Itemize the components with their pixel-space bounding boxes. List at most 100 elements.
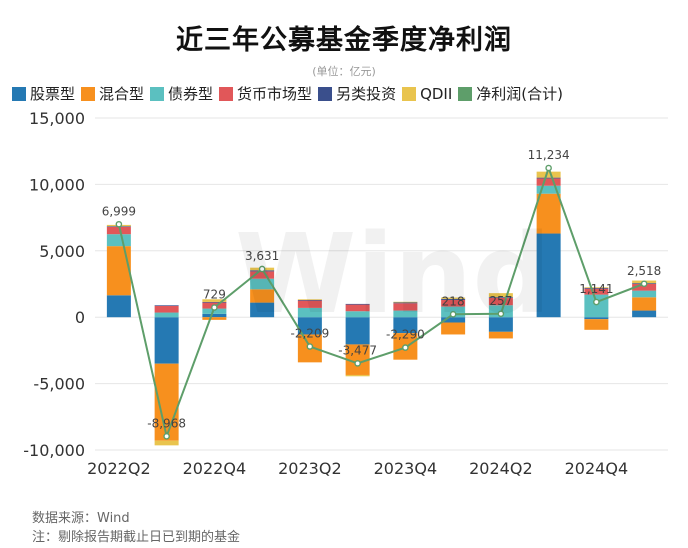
legend: 股票型 混合型 债券型 货币市场型 另类投资 QDII 净利润(合计) [12, 83, 569, 104]
x-tick-label: 2022Q4 [183, 459, 247, 478]
bar-segment [202, 301, 227, 303]
bar-segment [345, 374, 370, 377]
net-profit-point [258, 265, 266, 273]
bar-segment [536, 233, 561, 318]
bar-segment [154, 317, 179, 364]
legend-label: 混合型 [99, 85, 145, 103]
net-profit-point [402, 344, 409, 351]
bar-segment [536, 177, 561, 179]
bar-segment [154, 305, 179, 313]
bar-segment [393, 302, 418, 304]
bar-segment [154, 305, 179, 306]
net-profit-point [593, 298, 600, 306]
legend-swatch [318, 86, 333, 101]
bar-segment [584, 317, 609, 320]
bar-segment [441, 322, 466, 335]
bar-segment [441, 298, 466, 300]
bar-segment [536, 185, 561, 194]
bar-segment [250, 271, 275, 279]
x-tick-label: 2022Q2 [87, 459, 151, 478]
net-profit-label: -8,968 [147, 416, 186, 430]
bar-segment [154, 440, 179, 446]
bar-segment [632, 310, 657, 318]
bar-segment [106, 295, 131, 318]
bar-segment [632, 284, 657, 291]
legend-label: 货币市场型 [237, 85, 313, 103]
bar-segment [250, 302, 275, 318]
legend-label: 净利润(合计) [476, 85, 564, 103]
legend-label: QDII [420, 84, 453, 103]
legend-item: 另类投资 [318, 83, 396, 104]
y-tick-label: -10,000 [23, 441, 85, 460]
bar-segment [202, 317, 227, 320]
net-profit-point [640, 280, 648, 288]
bar-segment [297, 317, 322, 335]
y-tick-label: 10,000 [29, 175, 85, 194]
bar-segment [393, 317, 418, 334]
net-profit-point [115, 220, 123, 228]
legend-swatch [81, 86, 96, 101]
net-profit-label: 218 [442, 294, 465, 308]
bar-segment [393, 303, 418, 311]
bar-segment [488, 297, 513, 306]
legend-swatch [458, 86, 473, 101]
net-profit-label: -2,209 [291, 327, 330, 341]
bar-segment [202, 308, 227, 314]
net-profit-point [306, 343, 314, 350]
legend-item: 债券型 [150, 83, 213, 104]
legend-item: QDII [402, 85, 452, 103]
bar-segment [345, 304, 370, 312]
legend-swatch [12, 86, 26, 101]
y-tick-label: 5,000 [39, 242, 85, 261]
net-profit-label: 6,999 [102, 204, 136, 218]
wind-watermark: Wind [235, 210, 552, 338]
legend-swatch [402, 86, 417, 101]
bar-segment [536, 193, 561, 234]
bar-segment [584, 287, 609, 288]
bar-segment [584, 287, 609, 289]
net-profit-point [449, 311, 457, 318]
data-source: 数据来源：Wind [32, 511, 130, 526]
legend-item: 净利润(合计) [458, 83, 563, 104]
bar-segment [584, 319, 609, 330]
net-profit-point [545, 164, 552, 172]
bar-segment [297, 307, 322, 318]
bar-segment [393, 310, 418, 318]
y-tick-label: 15,000 [29, 109, 85, 128]
chart-title: 近三年公募基金季度净利润 [176, 25, 512, 56]
bar-segment [536, 178, 561, 186]
y-tick-label: 0 [75, 308, 85, 327]
net-profit-label: -3,477 [338, 343, 377, 357]
bar-segment [441, 297, 466, 299]
footnote: 注：剔除报告期截止日已到期的基金 [32, 530, 241, 545]
legend-item: 股票型 [12, 83, 75, 104]
bar-segment [488, 331, 513, 339]
x-tick-label: 2023Q2 [278, 459, 342, 478]
bar-segment [154, 312, 179, 318]
bar-segment [536, 171, 561, 178]
net-profit-point [163, 432, 170, 440]
bar-segment [297, 300, 322, 308]
bar-segment [106, 226, 131, 235]
net-profit-label: 3,631 [245, 249, 279, 263]
net-profit-label: -2,290 [386, 328, 425, 342]
bar-segment [632, 297, 657, 311]
bar-segment [632, 290, 657, 298]
bar-segment [202, 299, 227, 302]
legend-swatch [219, 86, 234, 101]
bar-segment [297, 299, 322, 300]
bar-segment [297, 299, 322, 301]
legend-item: 混合型 [81, 83, 144, 104]
unit-subtitle: (单位：亿元) [312, 65, 376, 78]
net-profit-point [211, 304, 218, 311]
legend-label: 债券型 [168, 85, 214, 103]
legend-swatch [150, 86, 165, 101]
bar-segment [106, 246, 131, 296]
bar-segment [202, 313, 227, 318]
bar-segment [488, 293, 513, 298]
bar-segment [488, 297, 513, 298]
bar-segment [250, 278, 275, 290]
net-profit-label: 729 [203, 288, 226, 302]
bar-segment [441, 317, 466, 323]
